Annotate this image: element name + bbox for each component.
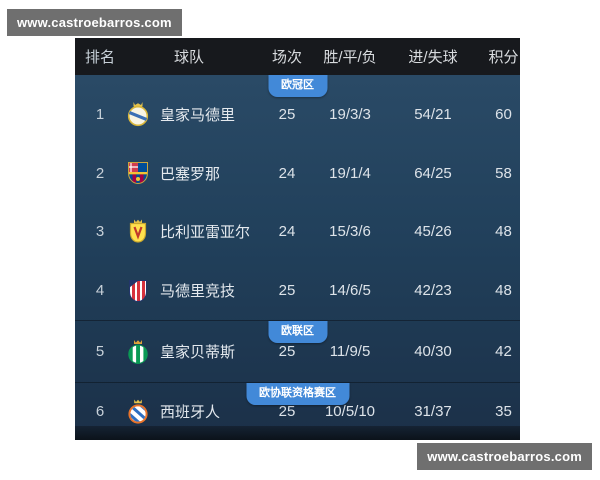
wdl-cell: 11/9/5	[329, 343, 371, 360]
table-header-row: 排名 球队 场次 胜/平/负 进/失球 积分	[75, 38, 520, 75]
table-row: 3 比利亚雷亚尔 24 15/3/6 45/26	[75, 203, 520, 262]
zone-badge-europa: 欧联区	[268, 321, 327, 343]
points-cell: 58	[495, 164, 512, 182]
team-name: 马德里竞技	[160, 283, 236, 301]
real-madrid-crest-icon	[125, 101, 151, 127]
zone-badge-conference: 欧协联资格赛区	[246, 383, 349, 405]
goals-cell: 31/37	[414, 403, 452, 420]
header-points: 积分	[488, 49, 519, 66]
goals-cell: 64/25	[414, 164, 452, 182]
table-row: 1 皇家马德里	[75, 85, 520, 144]
goals-cell: 42/23	[414, 282, 452, 300]
header-goals: 进/失球	[408, 49, 458, 66]
points-cell: 48	[495, 282, 512, 300]
wdl-cell: 19/3/3	[329, 105, 371, 123]
header-played: 场次	[271, 49, 302, 66]
zone-section-europa: 欧联区 5	[75, 320, 520, 382]
goals-cell: 45/26	[414, 223, 452, 241]
rank-cell: 2	[95, 164, 105, 182]
points-cell: 35	[495, 403, 512, 420]
table-body: 欧冠区 1	[75, 75, 520, 440]
villarreal-crest-icon	[125, 219, 151, 245]
table-row: 5	[75, 321, 520, 382]
played-cell: 25	[278, 403, 296, 420]
team-name: 西班牙人	[160, 404, 221, 421]
rank-cell: 3	[95, 223, 105, 241]
header-wdl: 胜/平/负	[323, 49, 377, 66]
goals-cell: 54/21	[414, 105, 452, 123]
zone-badge-champions: 欧冠区	[268, 75, 327, 97]
watermark-top: www.castroebarros.com	[7, 9, 182, 36]
played-cell: 24	[278, 164, 296, 182]
header-rank: 排名	[84, 49, 115, 66]
table-row: 2	[75, 144, 520, 203]
real-betis-crest-icon	[125, 339, 151, 365]
atletico-madrid-crest-icon	[125, 278, 151, 304]
rank-cell: 6	[95, 403, 105, 420]
points-cell: 60	[495, 105, 512, 123]
played-cell: 24	[278, 223, 296, 241]
wdl-cell: 19/1/4	[329, 164, 371, 182]
watermark-bottom: www.castroebarros.com	[417, 443, 592, 470]
played-cell: 25	[278, 105, 296, 123]
played-cell: 25	[278, 282, 296, 300]
zone-section-champions: 欧冠区 1	[75, 75, 520, 320]
league-table: 排名 球队 场次 胜/平/负 进/失球 积分 欧冠区 1	[75, 38, 520, 440]
played-cell: 25	[278, 343, 296, 360]
rank-cell: 1	[95, 105, 105, 123]
barcelona-crest-icon	[125, 160, 151, 186]
goals-cell: 40/30	[414, 343, 452, 360]
rank-cell: 4	[95, 282, 105, 300]
team-name: 皇家马德里	[160, 106, 236, 124]
wdl-cell: 15/3/6	[329, 223, 371, 241]
rank-cell: 5	[95, 343, 105, 360]
points-cell: 48	[495, 223, 512, 241]
zone-section-conference: 欧协联资格赛区 6	[75, 382, 520, 440]
header-team: 球队	[173, 49, 204, 66]
wdl-cell: 10/5/10	[324, 403, 376, 420]
table-row: 6	[75, 383, 520, 440]
team-name: 比利亚雷亚尔	[160, 224, 251, 242]
points-cell: 42	[495, 343, 512, 360]
team-name: 皇家贝蒂斯	[160, 344, 236, 361]
wdl-cell: 14/6/5	[329, 282, 371, 300]
table-row: 4	[75, 261, 520, 320]
espanyol-crest-icon	[125, 399, 151, 425]
team-name: 巴塞罗那	[160, 165, 221, 183]
